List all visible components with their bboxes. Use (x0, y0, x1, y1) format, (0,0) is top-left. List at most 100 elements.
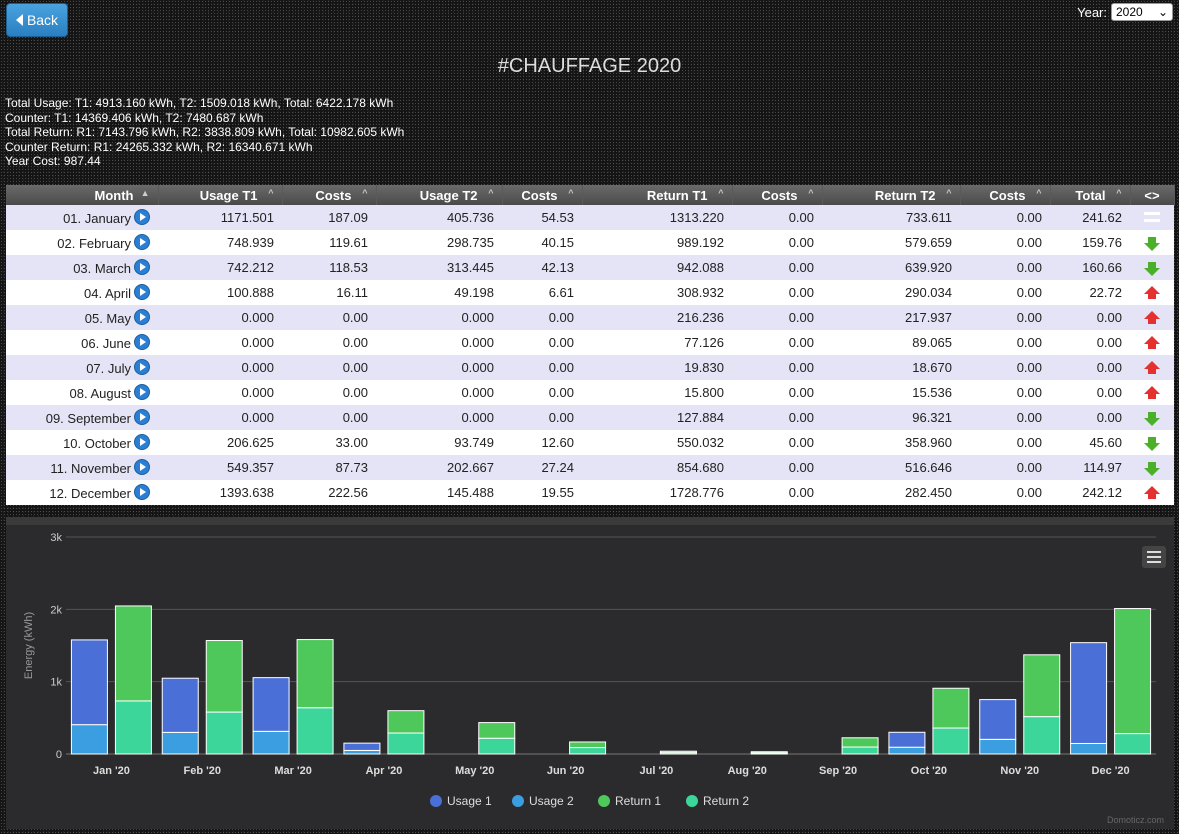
cell-total: 0.00 (1050, 355, 1130, 380)
cell-u2: 0.000 (376, 405, 502, 430)
sort-icon: ^ (1036, 188, 1042, 198)
column-header-7[interactable]: Return T2 ^ (822, 185, 961, 205)
column-header-4[interactable]: Costs ^ (502, 185, 583, 205)
month-cell: 07. July (6, 355, 158, 380)
cell-u2: 202.667 (376, 455, 502, 480)
back-label: Back (26, 12, 59, 28)
arrow-up-icon (1144, 311, 1160, 324)
table-row: 03. March 742.212 118.53 313.445 42.13 942.08… (6, 255, 1174, 280)
play-circle-icon[interactable] (134, 284, 150, 300)
x-tick-label: Jan '20 (93, 765, 130, 777)
legend-label: Usage 1 (447, 794, 492, 808)
month-label: 08. August (69, 386, 131, 401)
trend-cell (1130, 380, 1174, 405)
x-tick-label: Sep '20 (819, 765, 857, 777)
cell-u2: 145.488 (376, 480, 502, 505)
play-circle-icon[interactable] (134, 234, 150, 250)
month-label: 03. March (73, 261, 131, 276)
cell-r1: 216.236 (582, 305, 732, 330)
play-circle-icon[interactable] (134, 434, 150, 450)
trend-cell (1130, 480, 1174, 505)
column-header-1[interactable]: Usage T1 ^ (158, 185, 283, 205)
y-tick-label: 1k (50, 677, 62, 689)
cell-c1: 0.00 (282, 380, 376, 405)
back-button[interactable]: Back (6, 3, 68, 37)
column-header-5[interactable]: Return T1 ^ (582, 185, 733, 205)
bar-usage-2 (888, 746, 926, 755)
bar-usage-2 (343, 749, 381, 755)
cell-c4: 0.00 (960, 380, 1050, 405)
cell-total: 0.00 (1050, 330, 1130, 355)
play-circle-icon[interactable] (134, 259, 150, 275)
trend-cell (1130, 305, 1174, 330)
play-circle-icon[interactable] (134, 484, 150, 500)
trend-cell (1130, 330, 1174, 355)
cell-c4: 0.00 (960, 355, 1050, 380)
play-circle-icon[interactable] (134, 309, 150, 325)
cell-r1: 77.126 (582, 330, 732, 355)
cell-r2: 639.920 (822, 255, 960, 280)
sort-icon: ^ (1116, 188, 1122, 198)
month-cell: 08. August (6, 380, 158, 405)
bar-return-1 (659, 750, 697, 754)
summary: Total Usage: T1: 4913.160 kWh, T2: 1509.… (5, 96, 404, 169)
table-row: 06. June 0.000 0.00 0.000 0.00 77.126 0.00 89.0… (6, 330, 1174, 355)
cell-u2: 0.000 (376, 330, 502, 355)
x-tick-label: Jul '20 (640, 765, 674, 777)
month-cell: 01. January (6, 205, 158, 230)
cell-c1: 16.11 (282, 280, 376, 305)
column-header-label: <> (1144, 187, 1160, 203)
x-tick-label: Jun '20 (547, 765, 584, 777)
cell-r2: 217.937 (822, 305, 960, 330)
play-circle-icon[interactable] (134, 359, 150, 375)
play-circle-icon[interactable] (134, 409, 150, 425)
table-row: 11. November 549.357 87.73 202.667 27.24 854.… (6, 455, 1174, 480)
cell-r2: 579.659 (822, 230, 960, 255)
column-header-2[interactable]: Costs ^ (282, 185, 377, 205)
cell-u2: 49.198 (376, 280, 502, 305)
trend-cell (1130, 405, 1174, 430)
play-circle-icon[interactable] (134, 384, 150, 400)
trend-cell (1130, 430, 1174, 455)
month-table-container: Month ▲ Usage T1 ^ Costs ^ Usage T2 ^ Costs ^ Retu… (6, 185, 1175, 505)
cell-u1: 0.000 (158, 355, 282, 380)
column-header-8[interactable]: Costs ^ (960, 185, 1051, 205)
bar-usage-1 (979, 699, 1017, 740)
cell-u2: 0.000 (376, 380, 502, 405)
year-select[interactable]: 2020 ⌄ (1111, 3, 1173, 21)
column-header-9[interactable]: Total ^ (1050, 185, 1131, 205)
cell-total: 0.00 (1050, 405, 1130, 430)
cell-c4: 0.00 (960, 205, 1050, 230)
cell-c3: 0.00 (732, 355, 822, 380)
cell-c2: 0.00 (502, 305, 582, 330)
legend-marker-return-2 (686, 795, 698, 807)
bar-return-1 (841, 737, 879, 748)
play-circle-icon[interactable] (134, 209, 150, 225)
legend-label: Return 2 (703, 794, 749, 808)
cell-c2: 54.53 (502, 205, 582, 230)
cell-total: 242.12 (1050, 480, 1130, 505)
cell-c1: 118.53 (282, 255, 376, 280)
column-header-label: Costs (761, 187, 798, 203)
chart-menu-button[interactable] (1142, 546, 1166, 568)
column-header-10[interactable]: <> (1130, 185, 1175, 205)
arrow-down-icon (1144, 437, 1160, 451)
cell-c1: 33.00 (282, 430, 376, 455)
column-header-3[interactable]: Usage T2 ^ (376, 185, 503, 205)
column-header-0[interactable]: Month ▲ (6, 185, 159, 205)
cell-c1: 0.00 (282, 330, 376, 355)
cell-c2: 19.55 (502, 480, 582, 505)
cell-c3: 0.00 (732, 380, 822, 405)
bar-return-2 (1114, 733, 1152, 755)
play-circle-icon[interactable] (134, 459, 150, 475)
arrow-up-icon (1144, 336, 1160, 349)
column-header-6[interactable]: Costs ^ (732, 185, 823, 205)
cell-c3: 0.00 (732, 255, 822, 280)
play-circle-icon[interactable] (134, 334, 150, 350)
trend-cell (1130, 280, 1174, 305)
arrow-up-icon (1144, 361, 1160, 374)
cell-c3: 0.00 (732, 430, 822, 455)
cell-r1: 854.680 (582, 455, 732, 480)
x-tick-label: Mar '20 (274, 765, 311, 777)
table-row: 12. December 1393.638 222.56 145.488 19.55 17… (6, 480, 1174, 505)
